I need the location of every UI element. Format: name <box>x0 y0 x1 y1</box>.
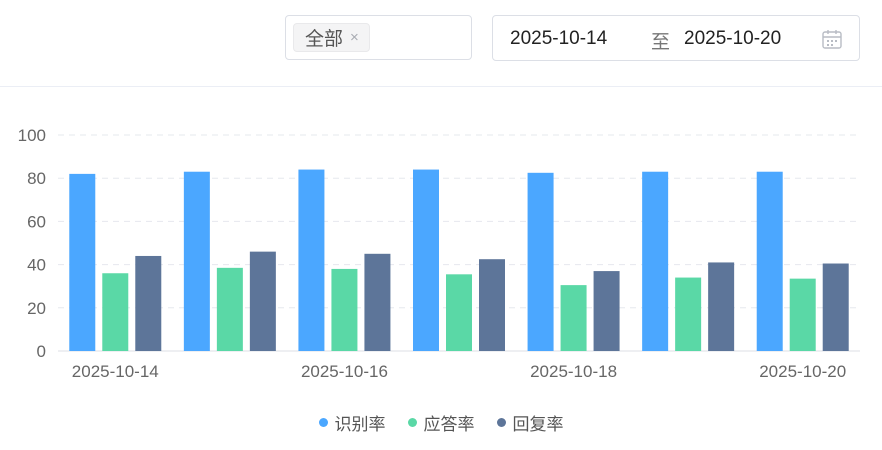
bar <box>216 267 243 351</box>
bar <box>135 255 162 351</box>
bar <box>413 169 439 351</box>
y-tick-label: 0 <box>37 342 46 361</box>
bar <box>69 173 96 351</box>
bar <box>822 263 849 351</box>
tag-close-icon[interactable]: × <box>350 29 359 46</box>
toolbar: 全部 × 2025-10-14 至 2025-10-20 <box>0 0 882 87</box>
legend-marker <box>407 418 417 427</box>
legend-item[interactable]: 回复率 <box>496 410 564 435</box>
legend-marker <box>496 418 506 427</box>
y-tick-label: 60 <box>27 212 46 231</box>
bar <box>446 274 472 351</box>
bar <box>789 278 816 351</box>
y-tick-label: 40 <box>27 256 46 275</box>
bar <box>183 171 210 351</box>
calendar-icon[interactable] <box>821 28 843 50</box>
x-tick-label: 2025-10-20 <box>759 362 846 381</box>
legend-label: 回复率 <box>512 415 564 435</box>
bar <box>331 268 358 351</box>
scope-select[interactable]: 全部 × <box>285 15 472 60</box>
date-range-separator: 至 <box>651 31 671 53</box>
legend-item[interactable]: 识别率 <box>318 410 386 435</box>
legend-label: 应答率 <box>423 415 475 435</box>
bar <box>527 172 554 351</box>
legend-item[interactable]: 应答率 <box>407 410 475 435</box>
legend-marker <box>318 418 328 427</box>
x-tick-label: 2025-10-18 <box>530 362 617 381</box>
bar <box>364 253 391 351</box>
bar <box>675 277 702 351</box>
bar <box>102 273 129 351</box>
bar <box>756 171 783 351</box>
y-tick-label: 100 <box>18 126 46 145</box>
legend-label: 识别率 <box>334 415 386 435</box>
bar-chart: 0 20 40 60 80 100 2025-10-14 2025-10-16 2025-10-… <box>18 126 860 381</box>
bar <box>249 251 276 351</box>
x-tick-label: 2025-10-14 <box>72 362 159 381</box>
date-range-picker[interactable]: 2025-10-14 至 2025-10-20 <box>492 15 860 61</box>
date-start-input[interactable]: 2025-10-14 <box>510 28 608 49</box>
chart-legend: 识别率 应答率 回复率 <box>0 410 882 435</box>
x-tick-label: 2025-10-16 <box>301 362 388 381</box>
scope-tag-label: 全部 <box>305 28 344 50</box>
scope-tag: 全部 × <box>293 23 370 52</box>
bar <box>593 271 620 351</box>
bar <box>708 262 735 351</box>
bar <box>298 169 325 351</box>
y-tick-label: 20 <box>27 299 46 318</box>
bar <box>479 259 505 351</box>
bar <box>642 171 669 351</box>
bar <box>560 285 587 351</box>
y-tick-label: 80 <box>27 169 46 188</box>
date-end-input[interactable]: 2025-10-20 <box>684 28 782 49</box>
